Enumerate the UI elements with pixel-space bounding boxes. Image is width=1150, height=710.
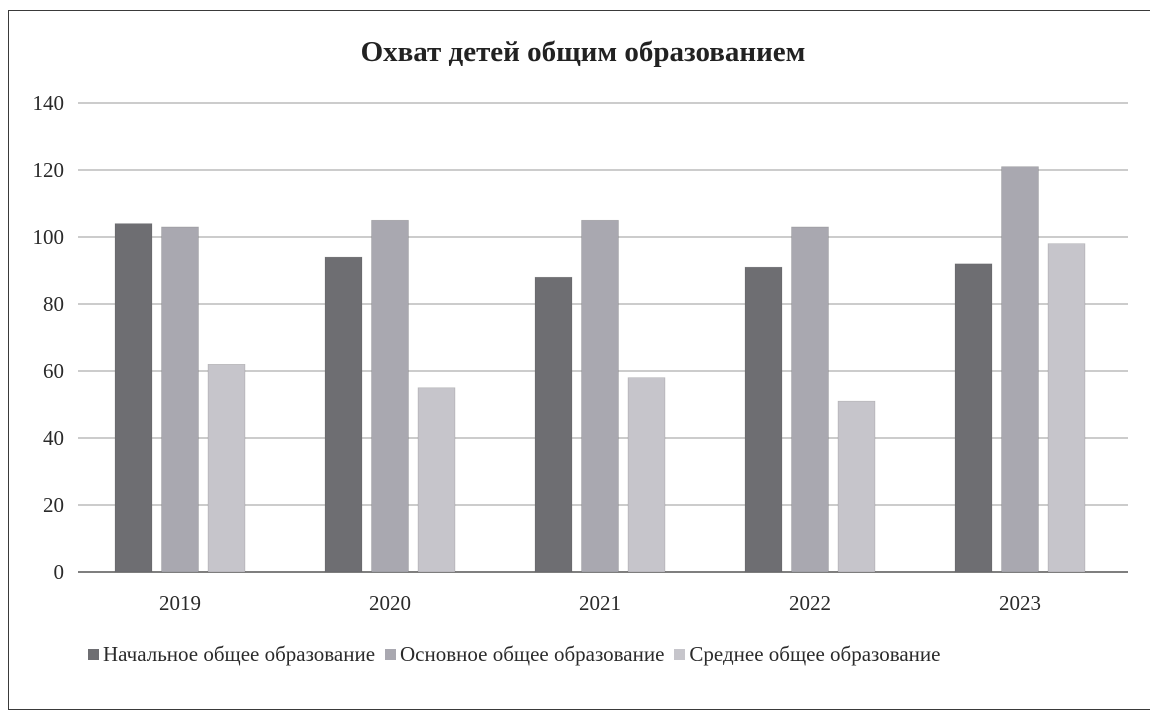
chart-plot: 0 20 40 60 80 100 120 140 2019 2020 2021 2022 2023 [33, 91, 1128, 615]
y-tick-label: 60 [43, 359, 64, 383]
bar-2023-series-2 [1001, 166, 1039, 573]
bar-2019-series-3 [207, 363, 246, 573]
x-tick-label: 2023 [999, 591, 1041, 615]
y-tick-label: 0 [54, 560, 65, 584]
bar-2021-series-3 [627, 377, 666, 573]
x-tick-labels: 2019 2020 2021 2022 2023 [159, 591, 1041, 615]
x-tick-label: 2019 [159, 591, 201, 615]
y-tick-labels: 0 20 40 60 80 100 120 140 [33, 91, 65, 584]
bars [114, 166, 1086, 573]
legend-label: Основное общее образование [400, 642, 665, 666]
legend-item-3: Среднее общее образование [674, 642, 940, 667]
bar-2021-series-2 [581, 219, 619, 573]
chart-title: Охват детей общим образованием [360, 36, 806, 68]
x-tick-label: 2020 [369, 591, 411, 615]
bar-2020-series-1 [324, 256, 363, 573]
y-tick-label: 80 [43, 292, 64, 316]
bar-2020-series-2 [371, 219, 409, 573]
bar-2019-series-2 [161, 226, 199, 573]
y-tick-label: 120 [33, 158, 65, 182]
x-tick-label: 2021 [579, 591, 621, 615]
y-tick-label: 20 [43, 493, 64, 517]
legend-item-1: Начальное общее образование [88, 642, 375, 667]
bar-2019-series-1 [114, 223, 153, 573]
legend: Начальное общее образование Основное обще… [88, 642, 950, 667]
bar-2020-series-3 [417, 387, 456, 573]
legend-swatch [674, 649, 686, 660]
bar-2022-series-1 [744, 266, 783, 573]
y-tick-label: 140 [33, 91, 65, 115]
legend-swatch [88, 649, 99, 660]
bar-2022-series-3 [837, 400, 876, 573]
bar-2022-series-2 [791, 226, 829, 573]
y-tick-label: 40 [43, 426, 64, 450]
bar-2023-series-3 [1047, 243, 1086, 573]
y-tick-label: 100 [33, 225, 65, 249]
legend-swatch [385, 649, 397, 660]
bar-2021-series-1 [534, 276, 573, 573]
legend-label: Среднее общее образование [689, 642, 941, 666]
legend-label: Начальное общее образование [103, 642, 376, 666]
x-tick-label: 2022 [789, 591, 831, 615]
bar-2023-series-1 [954, 263, 993, 573]
legend-item-2: Основное общее образование [385, 642, 664, 667]
